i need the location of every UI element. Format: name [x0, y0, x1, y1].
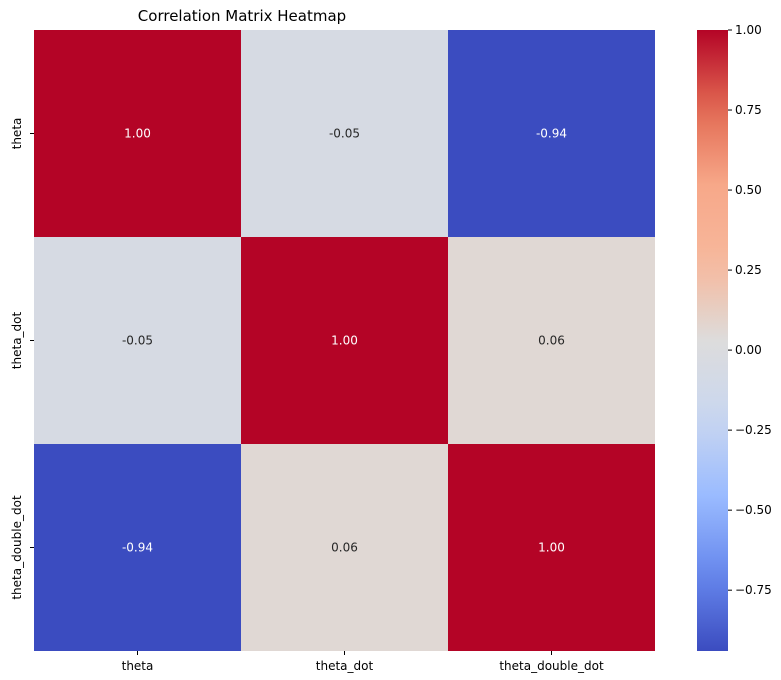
chart-title: Correlation Matrix Heatmap — [138, 7, 346, 25]
cell-value-label: -0.94 — [122, 541, 153, 555]
colorbar-tick-label: −0.75 — [735, 583, 772, 597]
cell-value-label: 1.00 — [331, 334, 358, 348]
heatmap-cell — [34, 30, 241, 237]
y-axis: theta theta_dot theta_double_dot — [10, 118, 34, 600]
x-axis: theta theta_dot theta_double_dot — [122, 651, 604, 673]
colorbar-tick-label: 0.25 — [735, 263, 762, 277]
cell-value-label: 1.00 — [538, 541, 565, 555]
cell-value-label: -0.94 — [536, 127, 567, 141]
heatmap-cell — [241, 237, 448, 444]
cell-value-label: 1.00 — [124, 127, 151, 141]
heatmap-cell — [448, 30, 655, 237]
colorbar-gradient — [697, 30, 728, 651]
cell-value-label: 0.06 — [331, 541, 358, 555]
colorbar-tick-label: 0.75 — [735, 103, 762, 117]
colorbar: 1.00 0.75 0.50 0.25 0.00 −0.25 −0.50 −0.75 — [697, 23, 772, 651]
heatmap-cell — [448, 237, 655, 444]
heatmap-cell — [34, 237, 241, 444]
cell-value-label: -0.05 — [122, 334, 153, 348]
heatmap-cell — [448, 444, 655, 651]
colorbar-tick-label: 1.00 — [735, 23, 762, 37]
cell-value-label: -0.05 — [329, 127, 360, 141]
heatmap-cells: 1.00 -0.05 -0.94 -0.05 1.00 0.06 -0.94 0.06 1.00 — [34, 30, 655, 651]
colorbar-tick-label: −0.50 — [735, 503, 772, 517]
colorbar-tick-label: −0.25 — [735, 423, 772, 437]
x-tick-label: theta — [122, 659, 154, 673]
colorbar-tick-label: 0.50 — [735, 183, 762, 197]
heatmap-cell — [34, 444, 241, 651]
heatmap-cell — [241, 444, 448, 651]
heatmap-cell — [241, 30, 448, 237]
y-tick-label: theta_dot — [10, 312, 24, 370]
x-tick-label: theta_double_dot — [499, 659, 604, 673]
colorbar-tick-label: 0.00 — [735, 343, 762, 357]
y-tick-label: theta — [10, 118, 24, 150]
cell-value-label: 0.06 — [538, 334, 565, 348]
y-tick-label: theta_double_dot — [10, 495, 24, 600]
x-tick-label: theta_dot — [316, 659, 374, 673]
